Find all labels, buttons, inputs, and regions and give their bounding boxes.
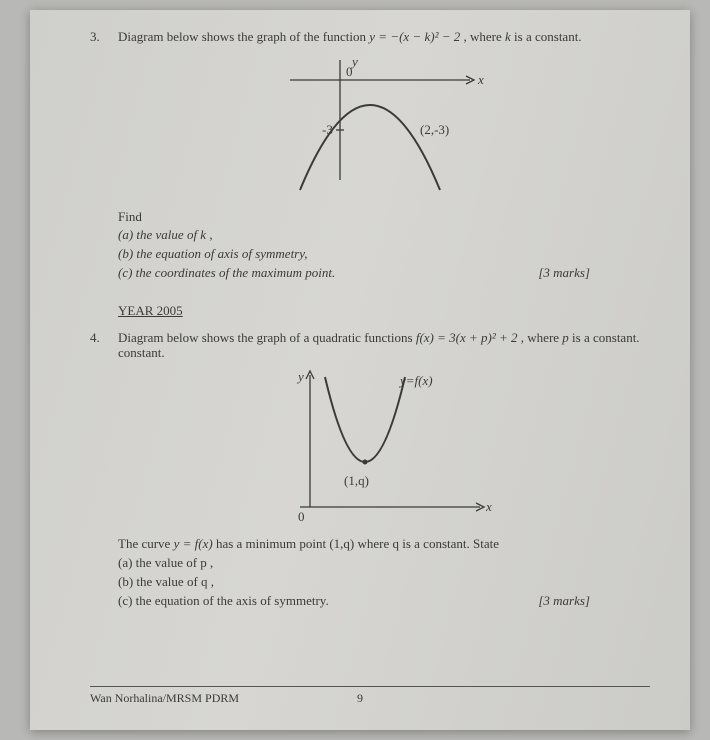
page-number: 9 <box>357 691 363 706</box>
q3-c: (c) the coordinates of the maximum point… <box>118 264 650 283</box>
q3-b: (b) the equation of axis of symmetry, <box>118 245 650 264</box>
q4-curve-label: y=f(x) <box>398 373 433 388</box>
q3-point: (2,-3) <box>420 122 449 137</box>
q3-number: 3. <box>90 28 106 46</box>
q3-stem: 3. Diagram below shows the graph of the … <box>90 28 650 46</box>
q4-a: (a) the value of p , <box>118 554 650 573</box>
q3-ytick: -3 <box>322 122 333 137</box>
q3-x-label: x <box>477 72 484 87</box>
q4-marks: [3 marks] <box>538 592 590 611</box>
q4-origin: 0 <box>298 509 305 524</box>
q3-a: (a) the value of k , <box>118 226 650 245</box>
q4-constant: constant. <box>118 344 650 363</box>
q4-stem: 4. Diagram below shows the graph of a qu… <box>90 329 650 347</box>
worksheet-page: 3. Diagram below shows the graph of the … <box>30 10 690 730</box>
year-heading: YEAR 2005 <box>118 303 650 319</box>
q3-marks: [3 marks] <box>538 264 590 283</box>
q4-number: 4. <box>90 329 106 347</box>
q3-origin: 0 <box>346 64 353 79</box>
q4-c: (c) the equation of the axis of symmetry… <box>118 592 650 611</box>
page-footer: Wan Norhalina/MRSM PDRM <box>90 686 650 706</box>
q4-b: (b) the value of q , <box>118 573 650 592</box>
q3-find: Find <box>118 208 650 227</box>
q4-curve-sentence: The curve y = f(x) has a minimum point (… <box>118 535 650 554</box>
q4-x-label: x <box>485 499 492 514</box>
q3-diagram: y x 0 -3 (2,-3) <box>230 50 510 200</box>
q4-vertex-dot <box>363 460 368 465</box>
footer-rule <box>90 686 650 687</box>
q4-text: Diagram below shows the graph of a quadr… <box>118 329 640 347</box>
q3-text: Diagram below shows the graph of the fun… <box>118 28 582 46</box>
footer-text: Wan Norhalina/MRSM PDRM <box>90 691 239 705</box>
q4-vertex: (1,q) <box>344 473 369 488</box>
q4-diagram: y x y=f(x) 0 (1,q) <box>220 367 520 527</box>
q4-y-label: y <box>296 369 304 384</box>
